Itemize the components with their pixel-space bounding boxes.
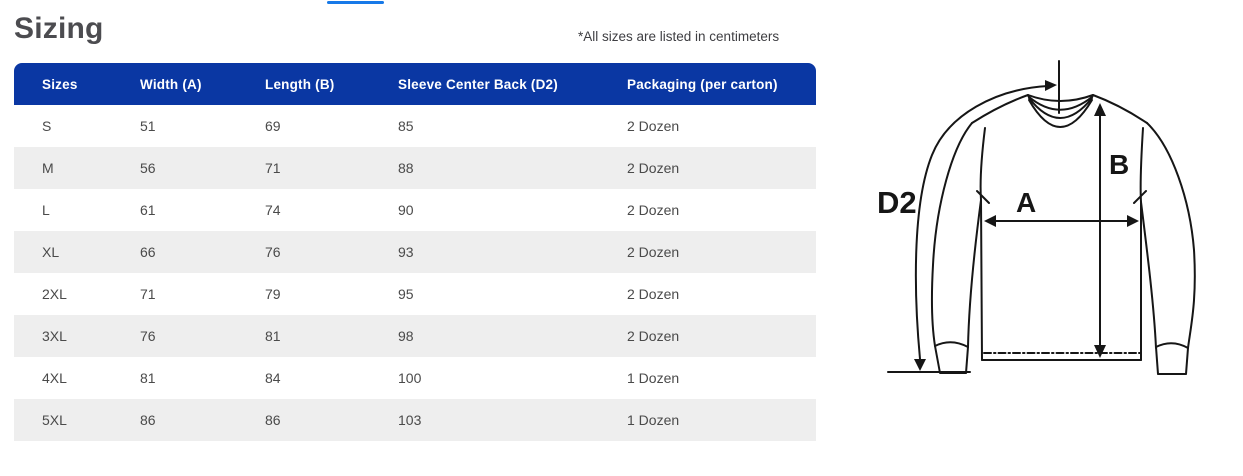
value-cell: 56: [140, 160, 156, 176]
left-armhole-tick: [976, 190, 990, 204]
table-row: L 61 74 90 2 Dozen: [14, 189, 816, 231]
column-header: Packaging (per carton): [627, 76, 778, 92]
b-arrowhead-down: [1094, 345, 1106, 358]
a-label: A: [1016, 187, 1036, 218]
value-cell: 66: [140, 244, 156, 260]
table-row: 2XL 71 79 95 2 Dozen: [14, 273, 816, 315]
long-sleeve-shirt-outline: [930, 60, 1196, 375]
d2-arrowhead-down: [914, 359, 926, 371]
active-tab-indicator[interactable]: [327, 1, 384, 4]
column-header: Length (B): [265, 76, 335, 92]
sizing-table-body: S 51 69 85 2 Dozen M 56 71 88 2 Dozen L 61 74 90 2 Doz…: [14, 105, 816, 441]
page-title: Sizing: [14, 12, 104, 45]
size-cell: L: [42, 202, 50, 218]
value-cell: 71: [140, 286, 156, 302]
value-cell: 88: [398, 160, 414, 176]
value-cell: 103: [398, 412, 422, 428]
value-cell: 74: [265, 202, 281, 218]
table-row: XL 66 76 93 2 Dozen: [14, 231, 816, 273]
right-sleeve-outer: [1146, 122, 1196, 349]
sizing-table: Sizes Width (A) Length (B) Sleeve Center Ba…: [14, 63, 816, 441]
body-right-edge: [1139, 127, 1144, 361]
value-cell: 90: [398, 202, 414, 218]
value-cell: 81: [140, 370, 156, 386]
a-arrowhead-right: [1127, 215, 1139, 227]
collar: [1027, 95, 1094, 111]
table-header-row: Sizes Width (A) Length (B) Sleeve Center Ba…: [14, 63, 816, 105]
value-cell: 95: [398, 286, 414, 302]
right-sleeve-inner: [1140, 201, 1157, 349]
size-cell: XL: [42, 244, 60, 260]
value-cell: 85: [398, 118, 414, 134]
value-cell: 2 Dozen: [627, 244, 680, 260]
value-cell: 2 Dozen: [627, 202, 680, 218]
value-cell: 2 Dozen: [627, 118, 680, 134]
value-cell: 76: [140, 328, 156, 344]
value-cell: 86: [265, 412, 281, 428]
garment-diagram: D2 A B: [877, 60, 1196, 375]
size-cell: M: [42, 160, 54, 176]
units-note: *All sizes are listed in centimeters: [578, 29, 780, 44]
value-cell: 100: [398, 370, 422, 386]
value-cell: 1 Dozen: [627, 370, 680, 386]
table-row: 5XL 86 86 103 1 Dozen: [14, 399, 816, 441]
value-cell: 51: [140, 118, 156, 134]
column-header: Sleeve Center Back (D2): [398, 76, 558, 92]
size-cell: 3XL: [42, 328, 67, 344]
table-row: 3XL 76 81 98 2 Dozen: [14, 315, 816, 357]
value-cell: 76: [265, 244, 281, 260]
size-cell: 4XL: [42, 370, 67, 386]
value-cell: 81: [265, 328, 281, 344]
value-cell: 2 Dozen: [627, 160, 680, 176]
b-arrowhead-up: [1094, 103, 1106, 116]
right-cuff: [1155, 342, 1189, 349]
value-cell: 86: [140, 412, 156, 428]
right-armhole-tick: [1133, 190, 1147, 204]
column-header: Sizes: [42, 76, 78, 92]
left-sleeve-inner: [967, 199, 982, 348]
value-cell: 2 Dozen: [627, 286, 680, 302]
collar: [1028, 97, 1093, 119]
right-cuff: [1155, 346, 1189, 375]
left-sleeve-outer: [930, 122, 973, 347]
value-cell: 61: [140, 202, 156, 218]
value-cell: 2 Dozen: [627, 328, 680, 344]
body-left-edge: [979, 127, 986, 361]
size-cell: 5XL: [42, 412, 67, 428]
collar: [1027, 94, 1094, 102]
value-cell: 69: [265, 118, 281, 134]
table-row: M 56 71 88 2 Dozen: [14, 147, 816, 189]
right-shoulder: [1092, 94, 1148, 124]
value-cell: 98: [398, 328, 414, 344]
table-row: 4XL 81 84 100 1 Dozen: [14, 357, 816, 399]
value-cell: 79: [265, 286, 281, 302]
size-cell: 2XL: [42, 286, 67, 302]
value-cell: 84: [265, 370, 281, 386]
collar: [1028, 99, 1093, 128]
column-header: Width (A): [140, 76, 202, 92]
d2-arrowhead-right: [1045, 80, 1057, 91]
left-cuff: [934, 341, 969, 348]
left-shoulder: [971, 94, 1029, 124]
b-label: B: [1109, 149, 1129, 180]
measurement-annotations: D2 A B: [877, 80, 1139, 373]
left-cuff: [934, 345, 969, 374]
value-cell: 1 Dozen: [627, 412, 680, 428]
value-cell: 93: [398, 244, 414, 260]
d2-measure-curve: [914, 85, 1049, 360]
a-arrowhead-left: [984, 215, 996, 227]
value-cell: 71: [265, 160, 281, 176]
d2-label: D2: [877, 185, 917, 220]
size-cell: S: [42, 118, 52, 134]
table-row: S 51 69 85 2 Dozen: [14, 105, 816, 147]
